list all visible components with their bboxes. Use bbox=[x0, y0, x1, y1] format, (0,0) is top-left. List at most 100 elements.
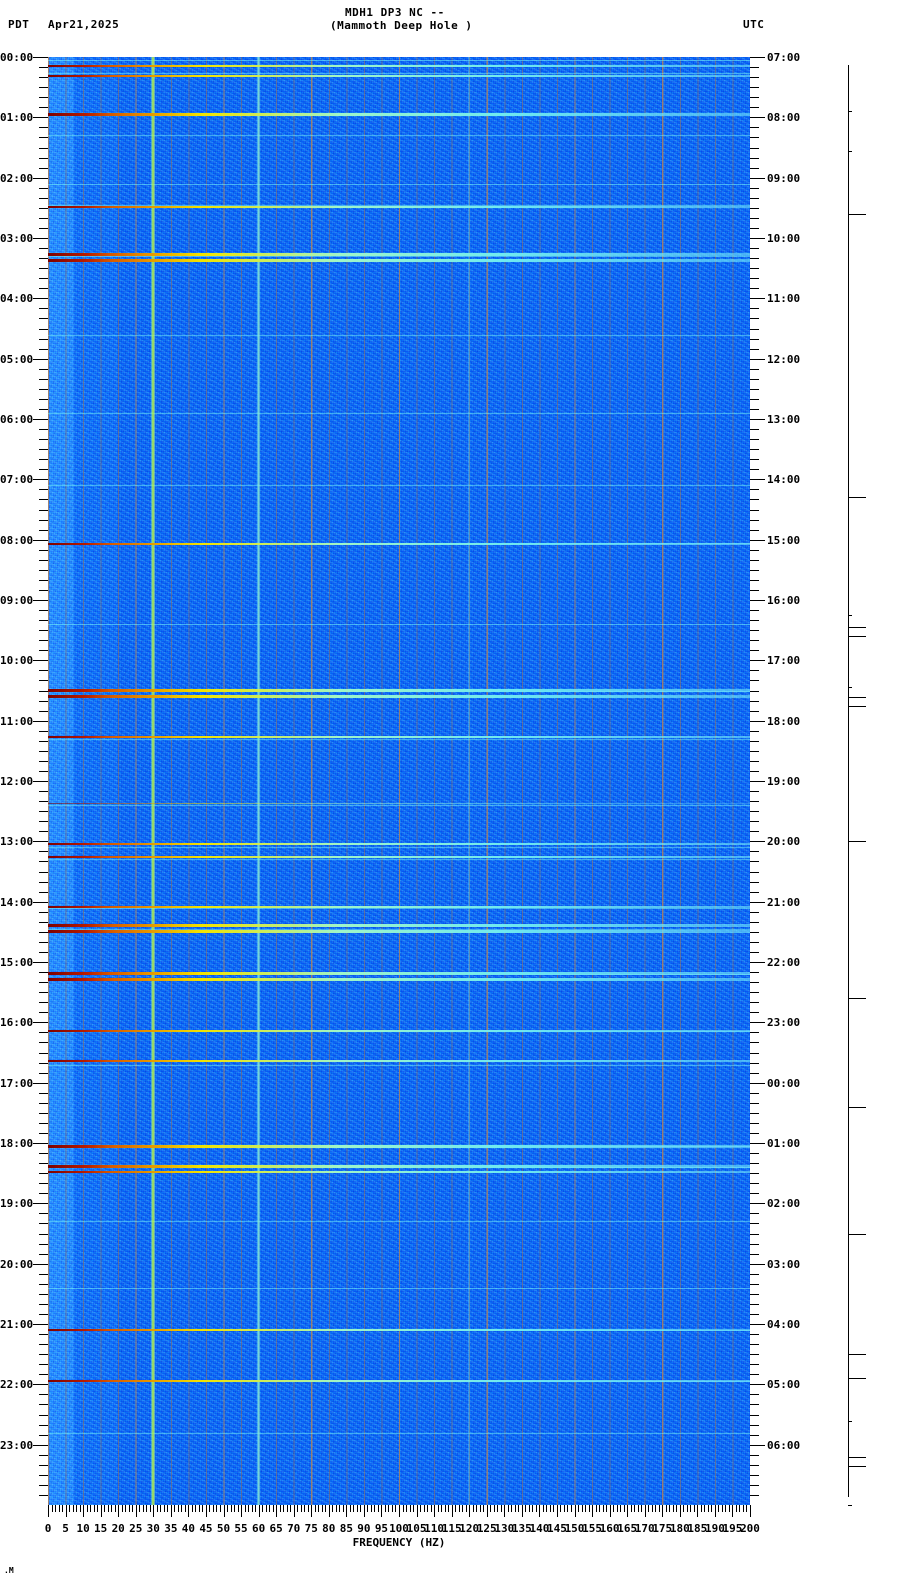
time-tick-minor bbox=[750, 1102, 759, 1104]
time-tick-minor bbox=[750, 911, 759, 913]
event-mid-segment bbox=[111, 253, 203, 257]
time-tick-minor bbox=[750, 1474, 759, 1476]
time-tick-minor bbox=[750, 1072, 759, 1074]
frequency-tick-minor bbox=[230, 1505, 232, 1512]
time-tick-minor bbox=[750, 670, 759, 672]
frequency-tick-minor bbox=[272, 1505, 274, 1512]
marker-trace-tick bbox=[848, 1106, 866, 1108]
time-tick-minor bbox=[39, 911, 48, 913]
frequency-label: 85 bbox=[339, 1522, 353, 1535]
event-core-segment bbox=[48, 930, 112, 934]
time-tick-minor bbox=[39, 710, 48, 712]
time-tick-major bbox=[33, 962, 48, 963]
time-tick-minor bbox=[39, 1303, 48, 1305]
event-mid-segment bbox=[111, 1379, 203, 1382]
frequency-tick-minor bbox=[479, 1505, 481, 1512]
frequency-label: 185 bbox=[687, 1522, 708, 1535]
frequency-label: 195 bbox=[722, 1522, 743, 1535]
time-tick-minor bbox=[750, 1042, 759, 1044]
time-tick-minor bbox=[39, 941, 48, 943]
frequency-tick-minor bbox=[367, 1505, 369, 1512]
event-mid-segment bbox=[111, 542, 203, 545]
time-tick-minor bbox=[750, 851, 759, 853]
event-tail-segment bbox=[202, 75, 750, 78]
time-tick-minor bbox=[39, 1394, 48, 1396]
time-tick-minor bbox=[750, 891, 759, 893]
time-tick-minor bbox=[750, 338, 759, 340]
time-tick-major bbox=[33, 1203, 48, 1205]
event-mid-segment bbox=[111, 978, 203, 982]
event-core-segment bbox=[48, 112, 112, 116]
event-core-segment bbox=[48, 1144, 112, 1148]
time-label-pdt: 05:00 bbox=[0, 352, 34, 366]
time-label-pdt: 03:00 bbox=[0, 232, 34, 245]
frequency-tick-minor bbox=[391, 1505, 393, 1512]
frequency-label: 50 bbox=[216, 1522, 231, 1535]
frequency-tick-minor bbox=[279, 1505, 281, 1512]
time-tick-minor bbox=[750, 107, 759, 109]
frequency-tick-minor bbox=[476, 1505, 478, 1512]
frequency-tick-minor bbox=[290, 1505, 292, 1512]
time-tick-minor bbox=[39, 469, 48, 471]
event-tail-segment bbox=[202, 112, 750, 116]
frequency-axis: FREQUENCY (HZ) 0 5 10 15 20 25 30 35 40 45 50 55 60 6… bbox=[45, 1505, 760, 1551]
time-tick-major bbox=[33, 600, 48, 601]
event-mid-segment bbox=[111, 206, 203, 209]
time-tick-minor bbox=[39, 871, 48, 873]
seismic-event-line bbox=[48, 1029, 750, 1032]
marker-trace-tick bbox=[848, 696, 866, 698]
frequency-tick-major bbox=[451, 1505, 453, 1517]
frequency-tick-major bbox=[469, 1505, 471, 1517]
frequency-tick-minor bbox=[549, 1505, 551, 1512]
time-tick-minor bbox=[750, 1012, 759, 1014]
event-tail-segment bbox=[202, 259, 750, 263]
event-core-segment bbox=[48, 735, 112, 738]
seismic-event-line bbox=[48, 803, 750, 805]
event-tail-segment bbox=[202, 1328, 750, 1331]
time-tick-minor bbox=[39, 429, 48, 431]
marker-trace-tick bbox=[848, 1420, 852, 1422]
frequency-tick-major bbox=[381, 1505, 383, 1517]
time-tick-major bbox=[750, 1324, 765, 1325]
time-tick-minor bbox=[39, 972, 48, 974]
frequency-tick-minor bbox=[269, 1505, 271, 1512]
time-tick-minor bbox=[750, 831, 759, 833]
time-tick-minor bbox=[750, 258, 759, 260]
time-tick-minor bbox=[750, 197, 759, 199]
time-tick-minor bbox=[39, 1002, 48, 1004]
frequency-label: 5 bbox=[62, 1522, 69, 1535]
marker-trace-tick bbox=[848, 841, 866, 843]
time-tick-minor bbox=[750, 77, 759, 79]
time-tick-minor bbox=[39, 650, 48, 652]
marker-trace-tick bbox=[848, 627, 866, 629]
spectrogram-plot[interactable] bbox=[48, 57, 750, 1505]
frequency-tick-major bbox=[311, 1505, 313, 1517]
time-label-utc: 00:00 bbox=[767, 1076, 801, 1090]
marker-trace-tick bbox=[848, 497, 866, 499]
time-label-pdt: 09:00 bbox=[0, 594, 34, 607]
frequency-tick-major bbox=[627, 1505, 629, 1517]
frequency-label: 120 bbox=[459, 1522, 480, 1535]
time-tick-major bbox=[33, 1384, 48, 1386]
time-tick-minor bbox=[39, 740, 48, 742]
event-tail-segment bbox=[202, 694, 750, 698]
event-mid-segment bbox=[111, 1328, 203, 1331]
time-tick-major bbox=[33, 1263, 48, 1265]
time-tick-major bbox=[33, 660, 48, 662]
frequency-tick-minor bbox=[146, 1505, 148, 1512]
time-tick-major bbox=[33, 238, 48, 239]
frequency-tick-minor bbox=[651, 1505, 653, 1512]
time-tick-minor bbox=[750, 388, 759, 390]
event-mid-segment bbox=[111, 1171, 203, 1174]
frequency-tick-minor bbox=[735, 1505, 737, 1512]
time-tick-minor bbox=[39, 569, 48, 571]
frequency-tick-minor bbox=[599, 1505, 601, 1512]
frequency-tick-minor bbox=[93, 1505, 95, 1512]
time-tick-minor bbox=[39, 268, 48, 270]
seismic-event-line bbox=[48, 694, 750, 698]
frequency-tick-minor bbox=[490, 1505, 492, 1512]
event-tail-segment bbox=[202, 906, 750, 909]
frequency-tick-minor bbox=[406, 1505, 408, 1512]
time-tick-minor bbox=[39, 1223, 48, 1225]
frequency-gridlines-major bbox=[48, 57, 750, 1505]
